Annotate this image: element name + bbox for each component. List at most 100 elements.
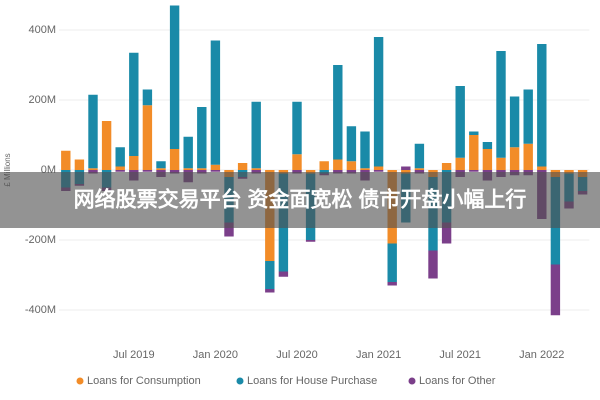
bar: [564, 170, 574, 174]
bar: [101, 121, 112, 170]
bar: [115, 166, 125, 170]
x-tick-label: Jul 2020: [276, 349, 318, 361]
bar: [251, 170, 261, 174]
bar: [210, 170, 221, 172]
bar: [115, 170, 125, 172]
bar: [197, 168, 207, 170]
x-tick-label: Jan 2020: [193, 349, 238, 361]
bar: [469, 170, 479, 172]
bar: [183, 136, 193, 169]
legend-marker: [76, 377, 84, 385]
bar: [142, 89, 153, 106]
bar: [333, 170, 343, 174]
bar: [88, 170, 98, 174]
bar: [278, 271, 289, 277]
bar: [537, 44, 547, 167]
legend-label: Loans for Other: [419, 375, 496, 387]
bar: [292, 101, 302, 155]
bar: [469, 135, 479, 170]
bar: [169, 170, 180, 174]
bar: [469, 131, 479, 135]
bar: [88, 168, 98, 170]
legend-label: Loans for House Purchase: [247, 375, 377, 387]
bar: [373, 166, 384, 170]
bar: [305, 240, 316, 242]
bar: [387, 282, 397, 286]
bar: [251, 101, 261, 169]
bar: [401, 166, 411, 170]
bar: [523, 89, 533, 144]
y-tick-label: -200M: [25, 234, 56, 246]
y-axis-label: £ Millions: [3, 153, 12, 186]
bar: [482, 142, 493, 149]
bar: [210, 40, 221, 165]
legend-marker: [408, 377, 416, 385]
bar: [414, 170, 425, 174]
legend-marker: [236, 377, 244, 385]
bar: [197, 170, 207, 174]
y-tick-label: 400M: [28, 24, 56, 36]
bar: [156, 168, 166, 170]
bar: [115, 147, 125, 167]
bar: [210, 164, 221, 170]
bar: [346, 170, 357, 174]
bar: [319, 161, 329, 170]
y-tick-label: -400M: [25, 304, 56, 316]
bar: [265, 289, 275, 293]
bar: [550, 264, 561, 316]
bar: [333, 159, 343, 170]
bar: [292, 170, 302, 174]
bar: [373, 37, 384, 167]
bar: [88, 94, 98, 169]
bar: [441, 163, 452, 170]
x-tick-label: Jan 2021: [356, 349, 401, 361]
bar: [537, 166, 547, 170]
bar: [169, 5, 180, 149]
bar: [360, 131, 370, 169]
bar: [509, 147, 520, 170]
bar: [61, 150, 71, 170]
caption-band: [0, 172, 600, 228]
bar: [142, 170, 153, 172]
bar: [142, 105, 153, 170]
bar: [373, 170, 384, 172]
bar: [129, 52, 139, 156]
bar: [441, 222, 452, 244]
bar: [401, 170, 411, 174]
bar: [496, 157, 506, 170]
bar: [414, 143, 425, 169]
bar: [387, 243, 397, 282]
bar: [197, 107, 207, 169]
bar: [496, 51, 506, 158]
bar: [74, 159, 85, 170]
bar: [346, 161, 357, 170]
bar: [156, 161, 166, 169]
bar: [265, 261, 275, 289]
bar: [509, 96, 520, 148]
legend-label: Loans for Consumption: [87, 375, 201, 387]
bar: [292, 154, 302, 170]
bar: [428, 250, 438, 279]
bar: [224, 222, 234, 237]
x-tick-label: Jul 2019: [113, 349, 155, 361]
bar: [169, 149, 180, 170]
bar: [482, 149, 493, 170]
y-tick-label: 200M: [28, 94, 56, 106]
bar: [237, 163, 248, 170]
bar: [278, 170, 289, 174]
bar: [414, 168, 425, 170]
bar: [251, 168, 261, 170]
x-tick-label: Jan 2022: [519, 349, 564, 361]
caption: 网络股票交易平台 资金面宽松 债市开盘小幅上行: [74, 188, 527, 212]
bar: [360, 168, 370, 170]
bar: [183, 168, 193, 170]
bar: [455, 86, 465, 158]
bar: [523, 143, 533, 170]
x-tick-label: Jul 2021: [439, 349, 481, 361]
bar: [305, 170, 316, 174]
bar: [129, 156, 139, 170]
bar: [346, 126, 357, 162]
bar: [455, 157, 465, 170]
bar: [319, 170, 329, 174]
